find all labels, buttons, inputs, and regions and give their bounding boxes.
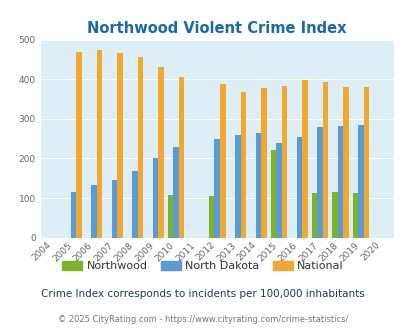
Bar <box>342 87 348 238</box>
Bar <box>357 125 363 238</box>
Bar <box>138 57 143 238</box>
Bar <box>311 193 316 238</box>
Bar <box>255 133 260 238</box>
Bar <box>96 50 102 238</box>
Bar <box>322 82 327 238</box>
Bar <box>158 67 164 238</box>
Bar <box>240 92 245 238</box>
Bar <box>281 85 286 238</box>
Bar <box>152 158 158 238</box>
Title: Northwood Violent Crime Index: Northwood Violent Crime Index <box>87 21 346 36</box>
Bar <box>91 185 96 238</box>
Bar <box>76 52 81 238</box>
Bar <box>111 180 117 238</box>
Bar <box>132 171 138 238</box>
Bar <box>70 192 76 238</box>
Bar <box>363 87 369 238</box>
Text: © 2025 CityRating.com - https://www.cityrating.com/crime-statistics/: © 2025 CityRating.com - https://www.city… <box>58 315 347 324</box>
Bar <box>167 195 173 238</box>
Bar <box>173 147 179 238</box>
Bar <box>337 126 342 238</box>
Bar <box>260 88 266 238</box>
Bar <box>352 193 357 238</box>
Bar <box>331 192 337 238</box>
Bar <box>220 84 225 238</box>
Bar <box>270 150 275 238</box>
Bar <box>301 80 307 238</box>
Bar <box>117 53 123 238</box>
Bar <box>209 196 214 238</box>
Bar <box>179 77 184 238</box>
Bar <box>214 139 220 238</box>
Text: Crime Index corresponds to incidents per 100,000 inhabitants: Crime Index corresponds to incidents per… <box>41 289 364 299</box>
Legend: Northwood, North Dakota, National: Northwood, North Dakota, National <box>58 256 347 276</box>
Bar <box>296 137 301 238</box>
Bar <box>234 135 240 238</box>
Bar <box>275 143 281 238</box>
Bar <box>316 127 322 238</box>
